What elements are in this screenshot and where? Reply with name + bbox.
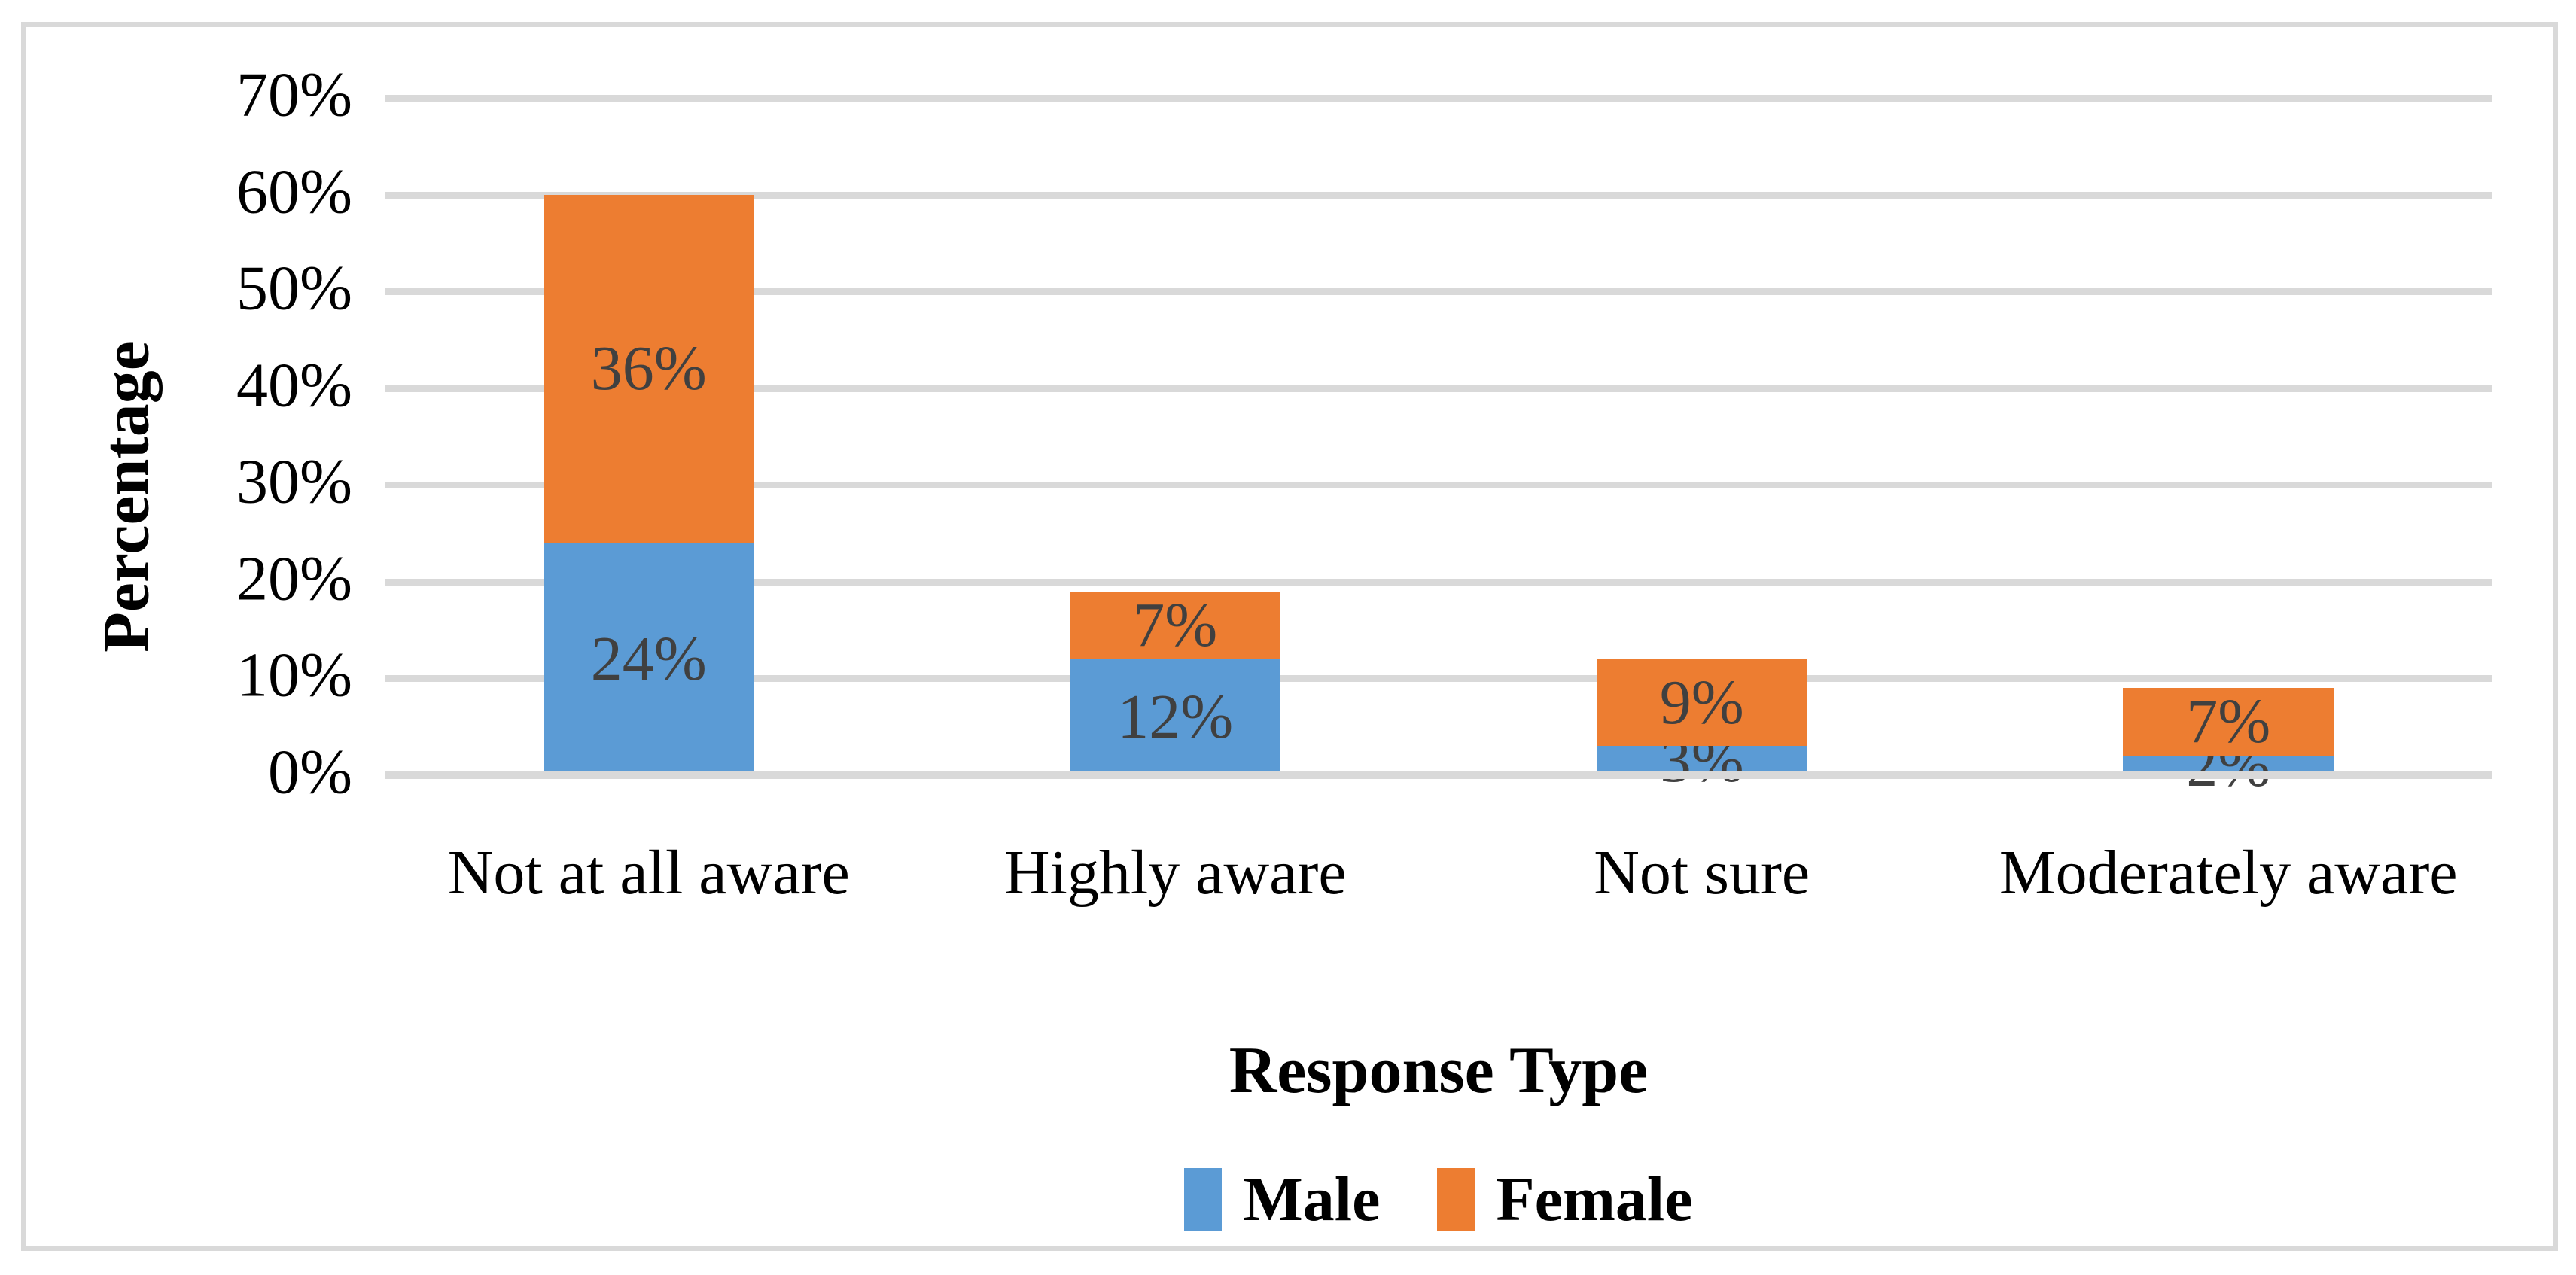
- y-tick-label: 70%: [236, 59, 352, 130]
- y-tick-label: 50%: [236, 253, 352, 324]
- data-label: 9%: [1659, 667, 1744, 738]
- data-label: 24%: [590, 623, 707, 694]
- chart-frame: [21, 22, 2558, 1251]
- y-tick-label: 10%: [236, 641, 352, 711]
- y-tick-label: 40%: [236, 350, 352, 421]
- bar-segment-female-3: 9%: [1596, 659, 1807, 747]
- gridline: [385, 675, 2492, 683]
- x-axis-line: [385, 771, 2492, 779]
- data-label: 7%: [1133, 589, 1218, 660]
- bar-segment-male-1: 24%: [543, 543, 754, 775]
- x-axis-title: Response Type: [1229, 1034, 1649, 1107]
- y-tick-label: 60%: [236, 157, 352, 227]
- gridline: [385, 385, 2492, 392]
- data-label: 7%: [2186, 686, 2271, 757]
- gridline: [385, 95, 2492, 102]
- x-category-label: Moderately aware: [1999, 838, 2458, 908]
- gridline: [385, 288, 2492, 296]
- legend-item-male: Male: [1184, 1168, 1380, 1231]
- bar-segment-male-2: 12%: [1070, 659, 1281, 775]
- y-tick-label: 30%: [236, 446, 352, 517]
- gridline: [385, 578, 2492, 586]
- legend-swatch-female: [1437, 1168, 1475, 1231]
- legend: Male Female: [385, 1168, 2492, 1231]
- legend-swatch-male: [1184, 1168, 1223, 1231]
- legend-label: Female: [1496, 1164, 1693, 1234]
- legend-label: Male: [1243, 1164, 1381, 1234]
- bar-segment-female-1: 36%: [543, 194, 754, 543]
- data-label: 12%: [1117, 681, 1234, 752]
- x-category-label: Not at all aware: [447, 838, 850, 908]
- y-tick-label: 0%: [268, 737, 352, 808]
- x-category-label: Highly aware: [1003, 838, 1347, 908]
- data-label: 36%: [590, 333, 707, 403]
- y-axis-title: Percentage: [90, 341, 163, 653]
- gridline: [385, 482, 2492, 489]
- bar-segment-female-4: 7%: [2123, 688, 2334, 756]
- y-tick-label: 20%: [236, 543, 352, 614]
- x-category-label: Not sure: [1594, 838, 1810, 908]
- bar-segment-female-2: 7%: [1070, 589, 1281, 660]
- legend-item-female: Female: [1437, 1164, 1693, 1234]
- gridline: [385, 191, 2492, 199]
